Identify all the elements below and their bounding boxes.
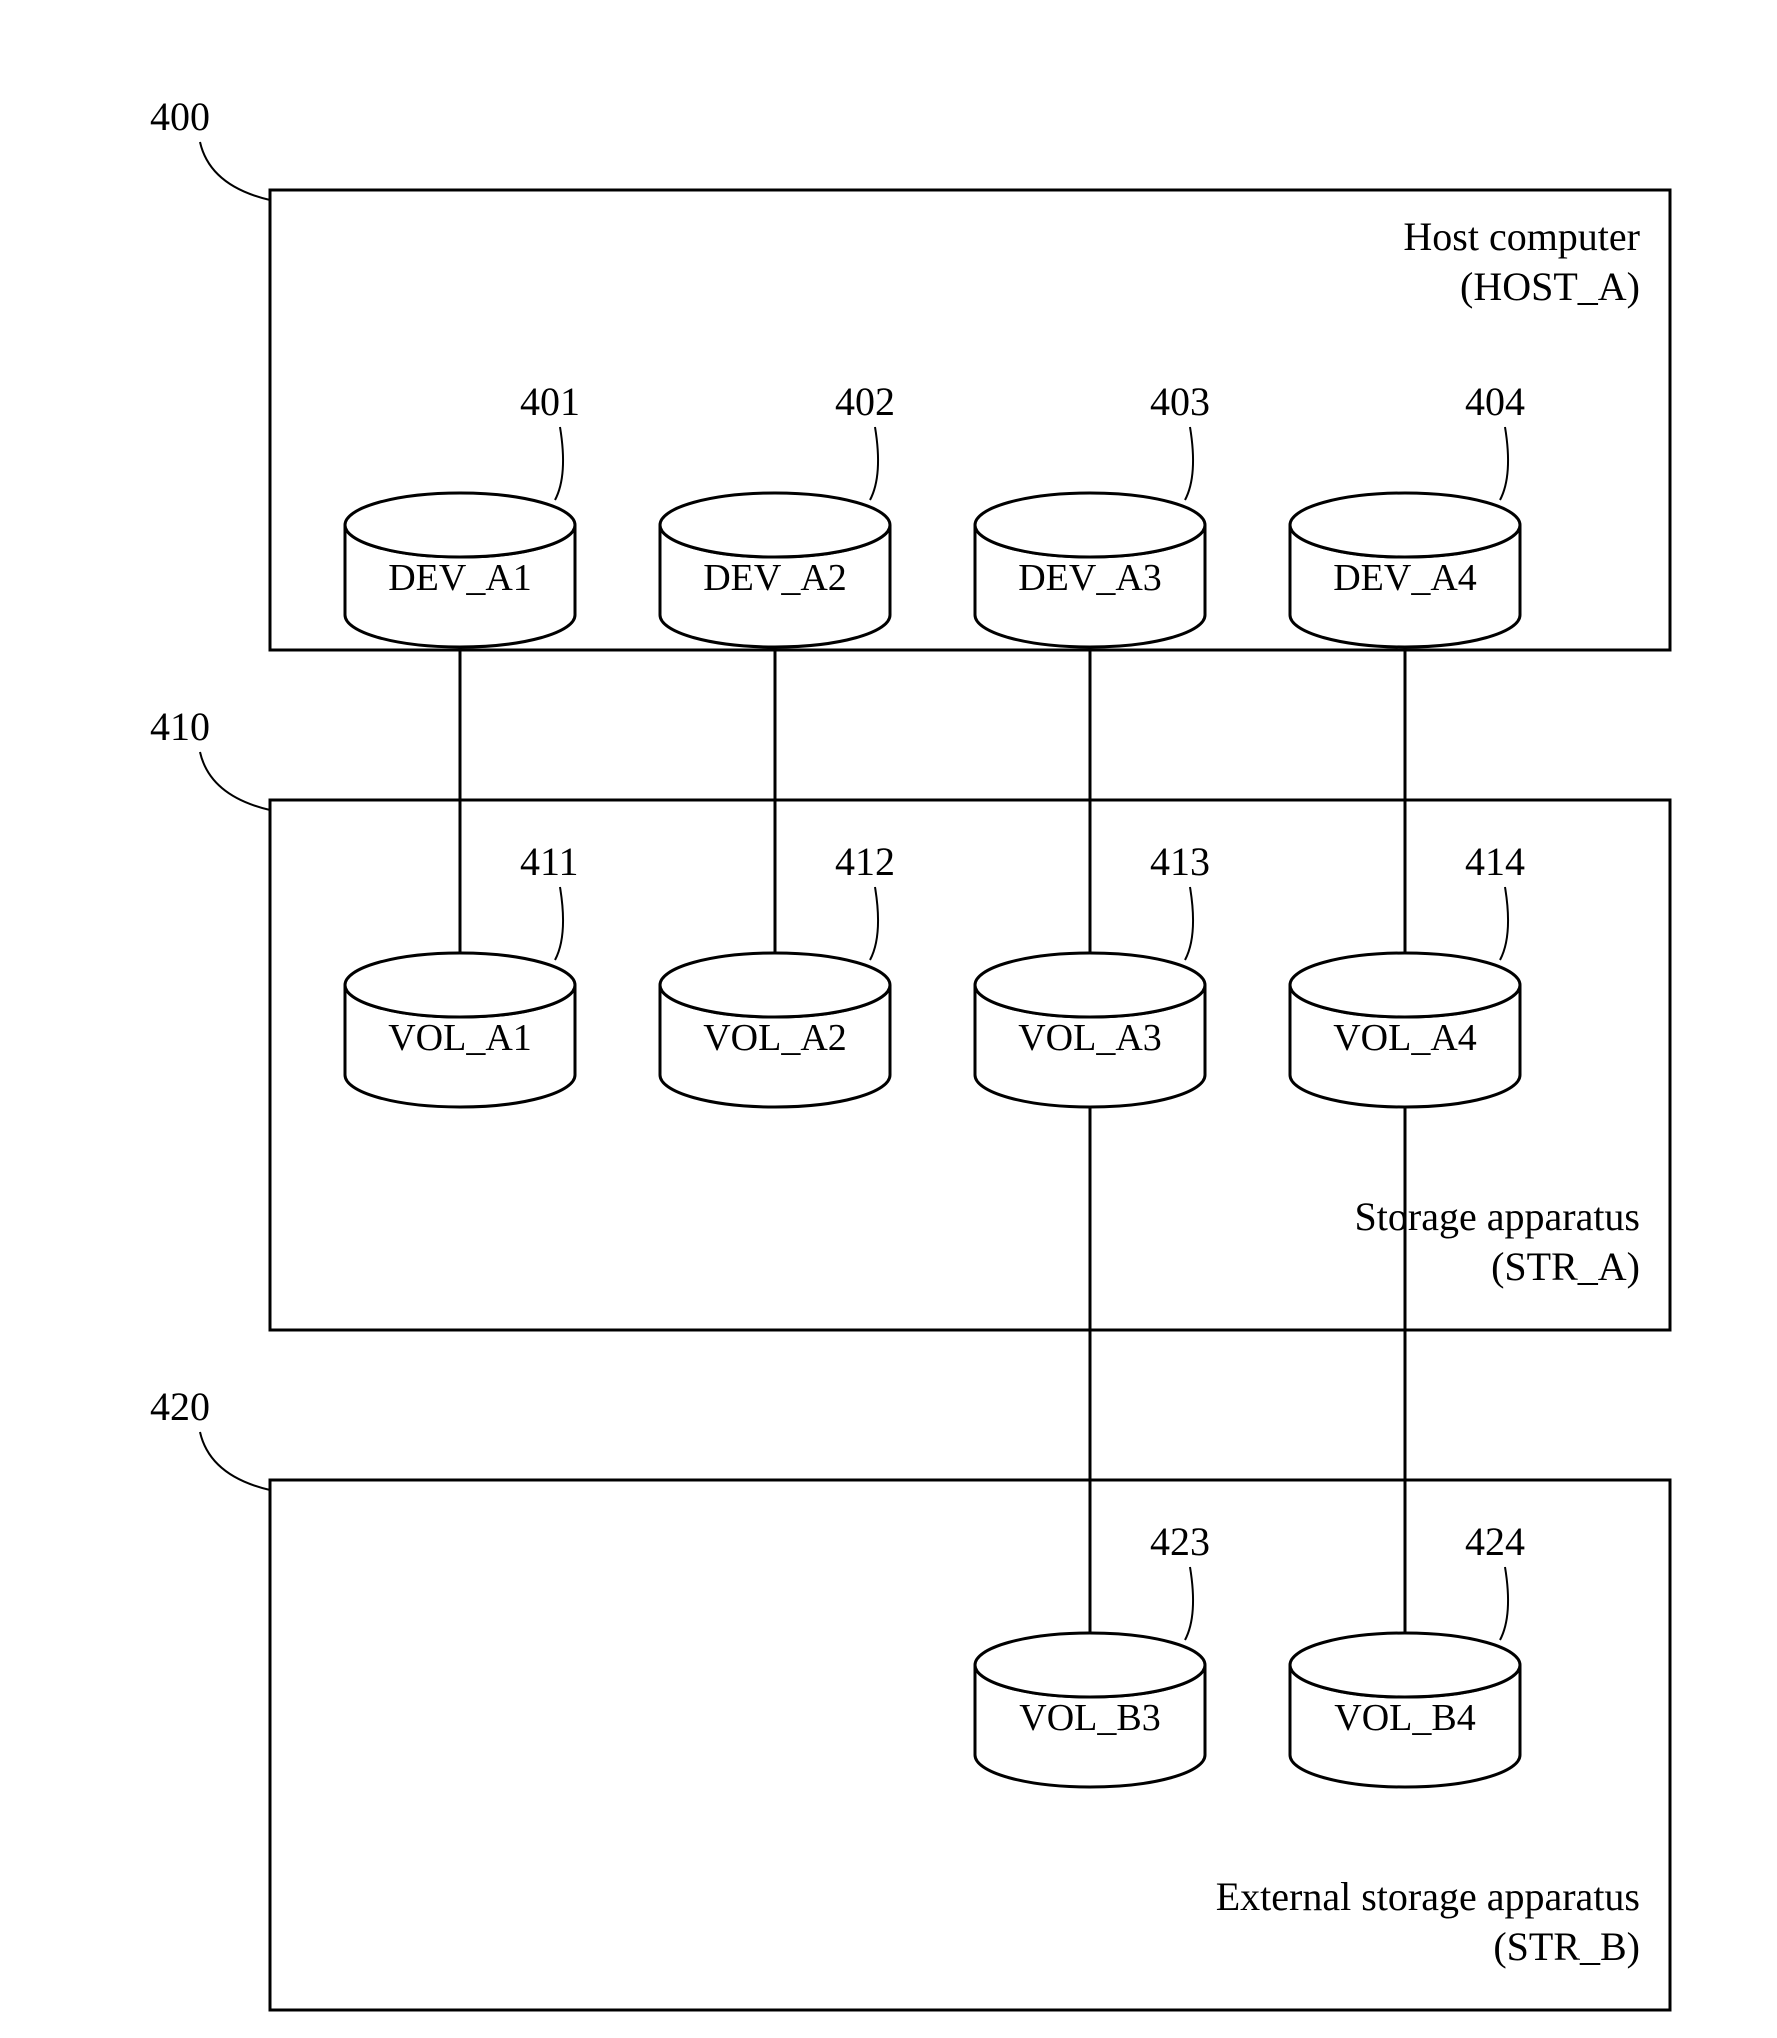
cylinder-dev_a1-leader [555,427,563,500]
cylinder-dev_a1: DEV_A1 [345,493,575,647]
cylinder-dev_a4: DEV_A4 [1290,493,1520,647]
cylinder-dev_a3: DEV_A3 [975,493,1205,647]
box-host-title1: Host computer [1403,214,1640,259]
cylinder-vol_b3-label: VOL_B3 [1019,1697,1160,1739]
cylinder-vol_a4-ref: 414 [1465,839,1525,884]
cylinder-dev_a3-label: DEV_A3 [1018,557,1162,599]
cylinder-vol_a3-ref: 413 [1150,839,1210,884]
diagram-canvas: Host computer (HOST_A) 400 Storage apparatu… [0,0,1777,2038]
cylinder-vol_b3: VOL_B3 [975,1633,1205,1787]
cylinder-dev_a2-ref: 402 [835,379,895,424]
box-host-title2: (HOST_A) [1460,264,1640,309]
cylinder-dev_a2-label: DEV_A2 [703,557,847,599]
cylinder-vol_a2-ref: 412 [835,839,895,884]
cylinder-vol_a2-label: VOL_A2 [703,1017,847,1059]
cylinder-vol_a3-label: VOL_A3 [1018,1017,1162,1059]
box-host-ref: 400 [150,94,210,139]
box-str_a-leader [200,752,270,810]
box-str_a-title2: (STR_A) [1491,1244,1640,1289]
cylinder-dev_a1-label: DEV_A1 [388,557,532,599]
cylinder-vol_a1-ref: 411 [520,839,579,884]
cylinder-vol_a2: VOL_A2 [660,953,890,1107]
box-host-leader [200,142,270,200]
cylinder-vol_b4-ref: 424 [1465,1519,1525,1564]
cylinder-vol_a4-leader [1500,887,1508,960]
box-str_b-ref: 420 [150,1384,210,1429]
cylinder-vol_b4: VOL_B4 [1290,1633,1520,1787]
cylinder-dev_a3-leader [1185,427,1193,500]
cylinder-vol_a3: VOL_A3 [975,953,1205,1107]
box-str_a-title1: Storage apparatus [1355,1194,1640,1239]
cylinder-vol_a2-leader [870,887,878,960]
cylinder-dev_a3-ref: 403 [1150,379,1210,424]
cylinder-dev_a1-ref: 401 [520,379,580,424]
box-str_b-title2: (STR_B) [1493,1924,1640,1969]
cylinder-dev_a4-leader [1500,427,1508,500]
cylinder-vol_a1-leader [555,887,563,960]
cylinder-vol_a1-label: VOL_A1 [388,1017,532,1059]
box-str_a-ref: 410 [150,704,210,749]
cylinder-dev_a4-ref: 404 [1465,379,1525,424]
cylinder-vol_a4-label: VOL_A4 [1333,1017,1477,1059]
cylinder-vol_a3-leader [1185,887,1193,960]
cylinder-vol_a1: VOL_A1 [345,953,575,1107]
cylinder-vol_a4: VOL_A4 [1290,953,1520,1107]
cylinder-dev_a2: DEV_A2 [660,493,890,647]
cylinder-vol_b3-leader [1185,1567,1193,1640]
cylinder-vol_b3-ref: 423 [1150,1519,1210,1564]
cylinder-vol_b4-leader [1500,1567,1508,1640]
cylinder-dev_a4-label: DEV_A4 [1333,557,1477,599]
cylinder-dev_a2-leader [870,427,878,500]
cylinder-vol_b4-label: VOL_B4 [1334,1697,1475,1739]
box-str_b-title1: External storage apparatus [1216,1874,1640,1919]
box-str_b-leader [200,1432,270,1490]
